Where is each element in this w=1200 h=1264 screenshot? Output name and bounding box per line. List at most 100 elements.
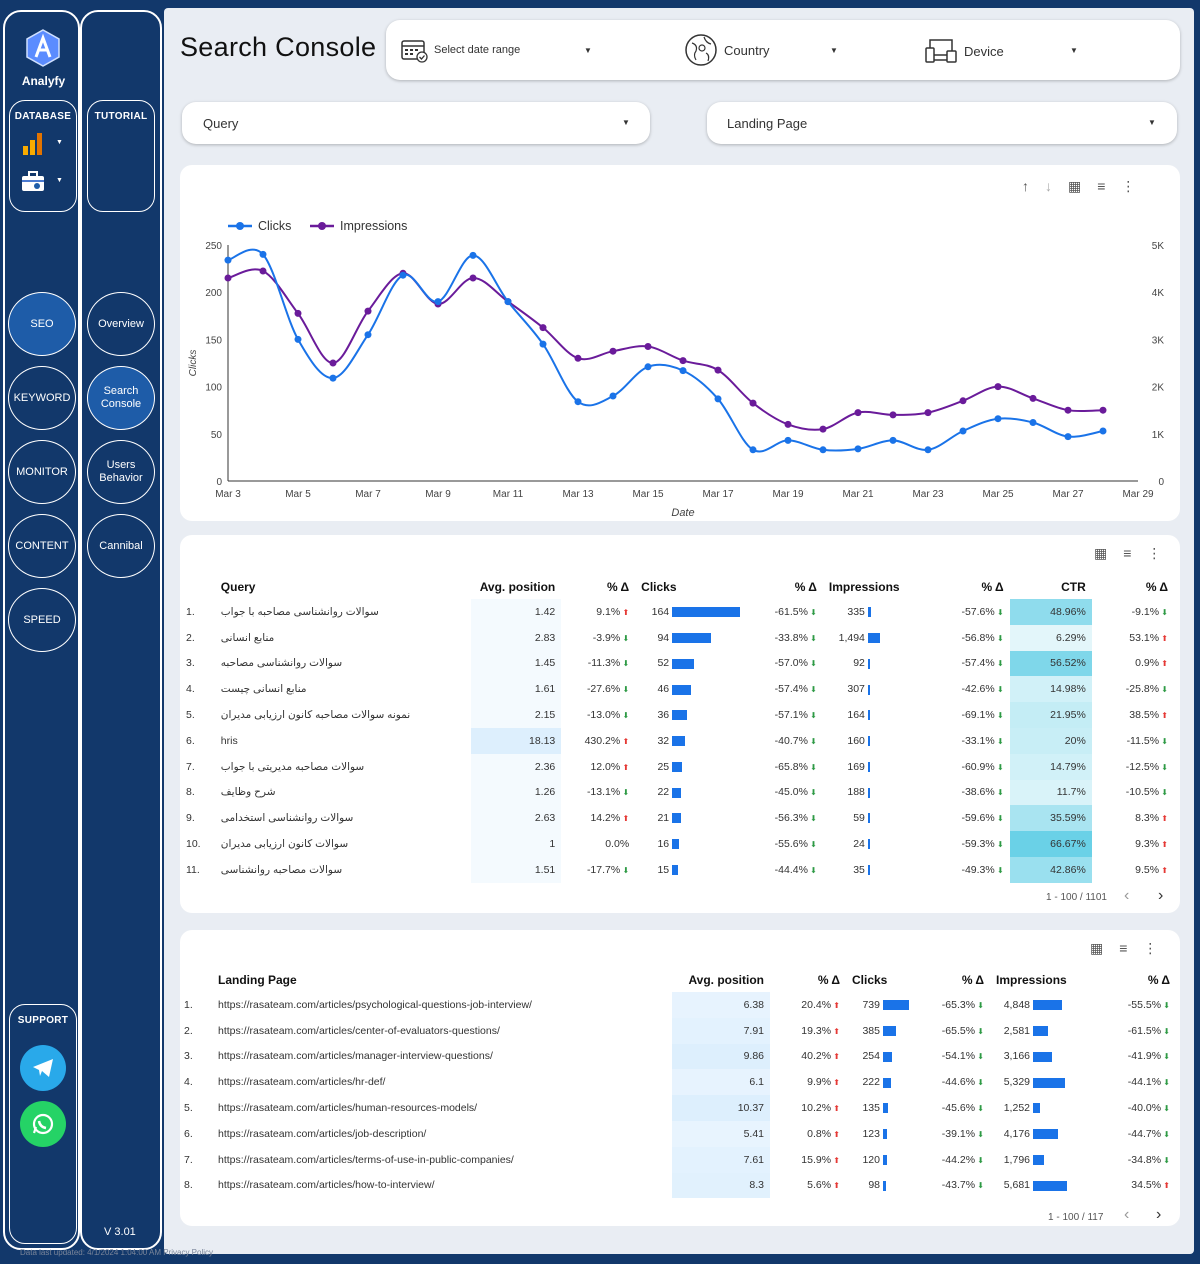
column-avg-position[interactable]: Avg. position bbox=[688, 973, 764, 987]
table-row[interactable]: 8. شرح وظایف 1.26 -13.1% ⬇ 22 -45.0% ⬇ 188 -3… bbox=[184, 779, 1174, 806]
nav-keyword[interactable]: KEYWORD bbox=[8, 366, 76, 430]
previous-page-icon[interactable]: ‹ bbox=[1124, 1206, 1130, 1223]
whatsapp-button[interactable] bbox=[20, 1101, 66, 1147]
landing-page-cell[interactable]: https://rasateam.com/articles/center-of-… bbox=[218, 1024, 500, 1037]
table-row[interactable]: 6. hris 18.13 430.2% ⬆ 32 -40.7% ⬇ 160 -33.1%… bbox=[184, 727, 1174, 754]
table-row[interactable]: 1. https://rasateam.com/articles/psycholo… bbox=[182, 992, 1176, 1018]
tutorial-label: TUTORIAL bbox=[94, 111, 148, 122]
query-cell[interactable]: نمونه سوالات مصاحبه کانون ارزیابی مدیران bbox=[220, 709, 411, 722]
column-impressions-delta[interactable]: % Δ bbox=[1147, 973, 1170, 987]
chart-options-icon[interactable]: ▦ bbox=[1090, 940, 1104, 956]
table-row[interactable]: 4. منابع انسانی چیست 1.61 -27.6% ⬇ 46 -57.4%… bbox=[184, 676, 1174, 703]
landing-page-cell[interactable]: https://rasateam.com/articles/manager-in… bbox=[218, 1050, 493, 1063]
subnav-users-behavior[interactable]: Users Behavior bbox=[87, 440, 155, 504]
column-impressions[interactable]: Impressions bbox=[996, 973, 1067, 987]
column-position-delta[interactable]: % Δ bbox=[606, 580, 630, 594]
query-cell[interactable]: منابع انسانی چیست bbox=[220, 683, 307, 696]
date-range-control[interactable]: Select date range bbox=[400, 37, 520, 63]
sort-descending-icon[interactable]: ↓ bbox=[1045, 178, 1052, 194]
query-cell[interactable]: hris bbox=[220, 734, 238, 747]
table-row[interactable]: 5. https://rasateam.com/articles/human-re… bbox=[182, 1095, 1176, 1121]
table-row[interactable]: 2. منابع انسانی 2.83 -3.9% ⬇ 94 -33.8% ⬇ 1,49… bbox=[184, 624, 1174, 651]
column-landing-page[interactable]: Landing Page bbox=[218, 973, 297, 987]
column-clicks-delta[interactable]: % Δ bbox=[794, 580, 817, 594]
landing-page-filter-label: Landing Page bbox=[727, 115, 808, 131]
device-control[interactable]: Device bbox=[924, 38, 1004, 64]
subnav-cannibal[interactable]: Cannibal bbox=[87, 514, 155, 578]
chart-options-icon[interactable]: ▦ bbox=[1094, 545, 1108, 561]
more-options-icon[interactable]: ⋮ bbox=[1143, 940, 1158, 956]
y-tick-label-right: 0 bbox=[1158, 477, 1164, 488]
column-clicks-delta[interactable]: % Δ bbox=[961, 973, 984, 987]
query-cell[interactable]: سوالات روانشناسی مصاحبه با جواب bbox=[220, 605, 379, 618]
filter-icon[interactable]: ≡ bbox=[1123, 545, 1132, 561]
nav-monitor[interactable]: MONITOR bbox=[8, 440, 76, 504]
table-row[interactable]: 7. https://rasateam.com/articles/terms-of… bbox=[182, 1146, 1176, 1173]
table-row[interactable]: 10. سوالات کانون ارزیابی مدیران 1 0.0% 16 -5… bbox=[184, 831, 1174, 857]
landing-page-cell[interactable]: https://rasateam.com/articles/how-to-int… bbox=[218, 1179, 435, 1192]
column-ctr[interactable]: CTR bbox=[1061, 580, 1086, 594]
landing-page-cell[interactable]: https://rasateam.com/articles/hr-def/ bbox=[218, 1076, 386, 1089]
column-impressions-delta[interactable]: % Δ bbox=[981, 580, 1004, 594]
query-cell[interactable]: سوالات مصاحبه روانشناسی bbox=[220, 863, 343, 876]
legend-marker-impressions bbox=[318, 222, 326, 230]
data-point-impressions bbox=[784, 420, 792, 428]
chart-options-icon[interactable]: ▦ bbox=[1068, 178, 1082, 194]
table-row[interactable]: 7. سوالات مصاحبه مدیریتی با جواب 2.36 12.0%… bbox=[184, 753, 1174, 780]
filter-icon[interactable]: ≡ bbox=[1119, 940, 1128, 956]
table-row[interactable]: 3. https://rasateam.com/articles/manager-… bbox=[182, 1043, 1176, 1070]
tutorial-group[interactable]: TUTORIAL bbox=[87, 100, 155, 212]
nav-content[interactable]: CONTENT bbox=[8, 514, 76, 578]
column-clicks[interactable]: Clicks bbox=[641, 580, 677, 594]
query-cell[interactable]: سوالات مصاحبه مدیریتی با جواب bbox=[220, 760, 365, 773]
column-impressions[interactable]: Impressions bbox=[828, 580, 900, 594]
avg-position-cell: 7.61 bbox=[672, 1146, 770, 1173]
landing-page-cell[interactable]: https://rasateam.com/articles/job-descri… bbox=[218, 1127, 427, 1140]
table-row[interactable]: 11. سوالات مصاحبه روانشناسی 1.51 -17.7% ⬇ 15… bbox=[184, 856, 1174, 883]
next-page-icon[interactable]: › bbox=[1158, 887, 1164, 904]
query-cell[interactable]: سوالات روانشناسی مصاحبه bbox=[220, 657, 343, 670]
toolbox-database-button[interactable]: ▼ bbox=[20, 169, 70, 195]
landing-page-filter[interactable]: Landing Page ▼ bbox=[707, 102, 1177, 144]
position-delta-cell: 9.1% ⬆ bbox=[596, 605, 630, 618]
query-filter[interactable]: Query ▼ bbox=[182, 102, 650, 144]
table-row[interactable]: 2. https://rasateam.com/articles/center-o… bbox=[182, 1017, 1176, 1044]
column-clicks[interactable]: Clicks bbox=[852, 973, 888, 987]
column-position-delta[interactable]: % Δ bbox=[817, 973, 840, 987]
landing-page-cell[interactable]: https://rasateam.com/articles/human-reso… bbox=[218, 1102, 478, 1115]
table-row[interactable]: 5. نمونه سوالات مصاحبه کانون ارزیابی مدیر… bbox=[184, 702, 1174, 728]
analytics-database-button[interactable]: ▼ bbox=[20, 131, 70, 157]
trend-down-icon: ⬇ bbox=[975, 1026, 984, 1036]
next-page-icon[interactable]: › bbox=[1156, 1206, 1162, 1223]
telegram-button[interactable] bbox=[20, 1045, 66, 1091]
subnav-search-console[interactable]: Search Console bbox=[87, 366, 155, 430]
previous-page-icon[interactable]: ‹ bbox=[1124, 887, 1130, 904]
table-row[interactable]: 4. https://rasateam.com/articles/hr-def/6… bbox=[182, 1069, 1176, 1096]
query-cell[interactable]: سوالات روانشناسی استخدامی bbox=[220, 812, 354, 825]
sort-ascending-icon[interactable]: ↑ bbox=[1022, 178, 1029, 194]
country-control[interactable]: Country bbox=[684, 33, 770, 67]
landing-page-cell[interactable]: https://rasateam.com/articles/psychologi… bbox=[218, 998, 532, 1011]
data-point-impressions bbox=[574, 354, 582, 362]
nav-seo[interactable]: SEO bbox=[8, 292, 76, 356]
column-query[interactable]: Query bbox=[220, 580, 256, 594]
table-row[interactable]: 8. https://rasateam.com/articles/how-to-i… bbox=[182, 1172, 1176, 1199]
landing-page-cell[interactable]: https://rasateam.com/articles/terms-of-u… bbox=[218, 1153, 514, 1166]
query-cell[interactable]: منابع انسانی bbox=[220, 631, 275, 644]
filter-icon[interactable]: ≡ bbox=[1097, 178, 1106, 194]
table-row[interactable]: 9. سوالات روانشناسی استخدامی 2.63 14.2% ⬆ 21… bbox=[184, 805, 1174, 832]
table-row[interactable]: 3. سوالات روانشناسی مصاحبه 1.45 -11.3% ⬇ 52 … bbox=[184, 650, 1174, 677]
more-options-icon[interactable]: ⋮ bbox=[1147, 545, 1162, 561]
query-cell[interactable]: سوالات کانون ارزیابی مدیران bbox=[220, 838, 349, 851]
nav-speed[interactable]: SPEED bbox=[8, 588, 76, 652]
column-ctr-delta[interactable]: % Δ bbox=[1145, 580, 1168, 594]
trend-up-icon: ⬆ bbox=[831, 1000, 840, 1010]
table-row[interactable]: 1. سوالات روانشناسی مصاحبه با جواب 1.42 9.1… bbox=[184, 599, 1174, 625]
trend-down-icon: ⬇ bbox=[807, 659, 817, 669]
table-row[interactable]: 6. https://rasateam.com/articles/job-desc… bbox=[182, 1120, 1176, 1147]
query-cell[interactable]: شرح وظایف bbox=[220, 786, 276, 799]
subnav-overview[interactable]: Overview bbox=[87, 292, 155, 356]
position-delta-cell: -27.6% ⬇ bbox=[586, 683, 630, 696]
more-options-icon[interactable]: ⋮ bbox=[1121, 178, 1136, 194]
column-avg-position[interactable]: Avg. position bbox=[479, 580, 556, 594]
